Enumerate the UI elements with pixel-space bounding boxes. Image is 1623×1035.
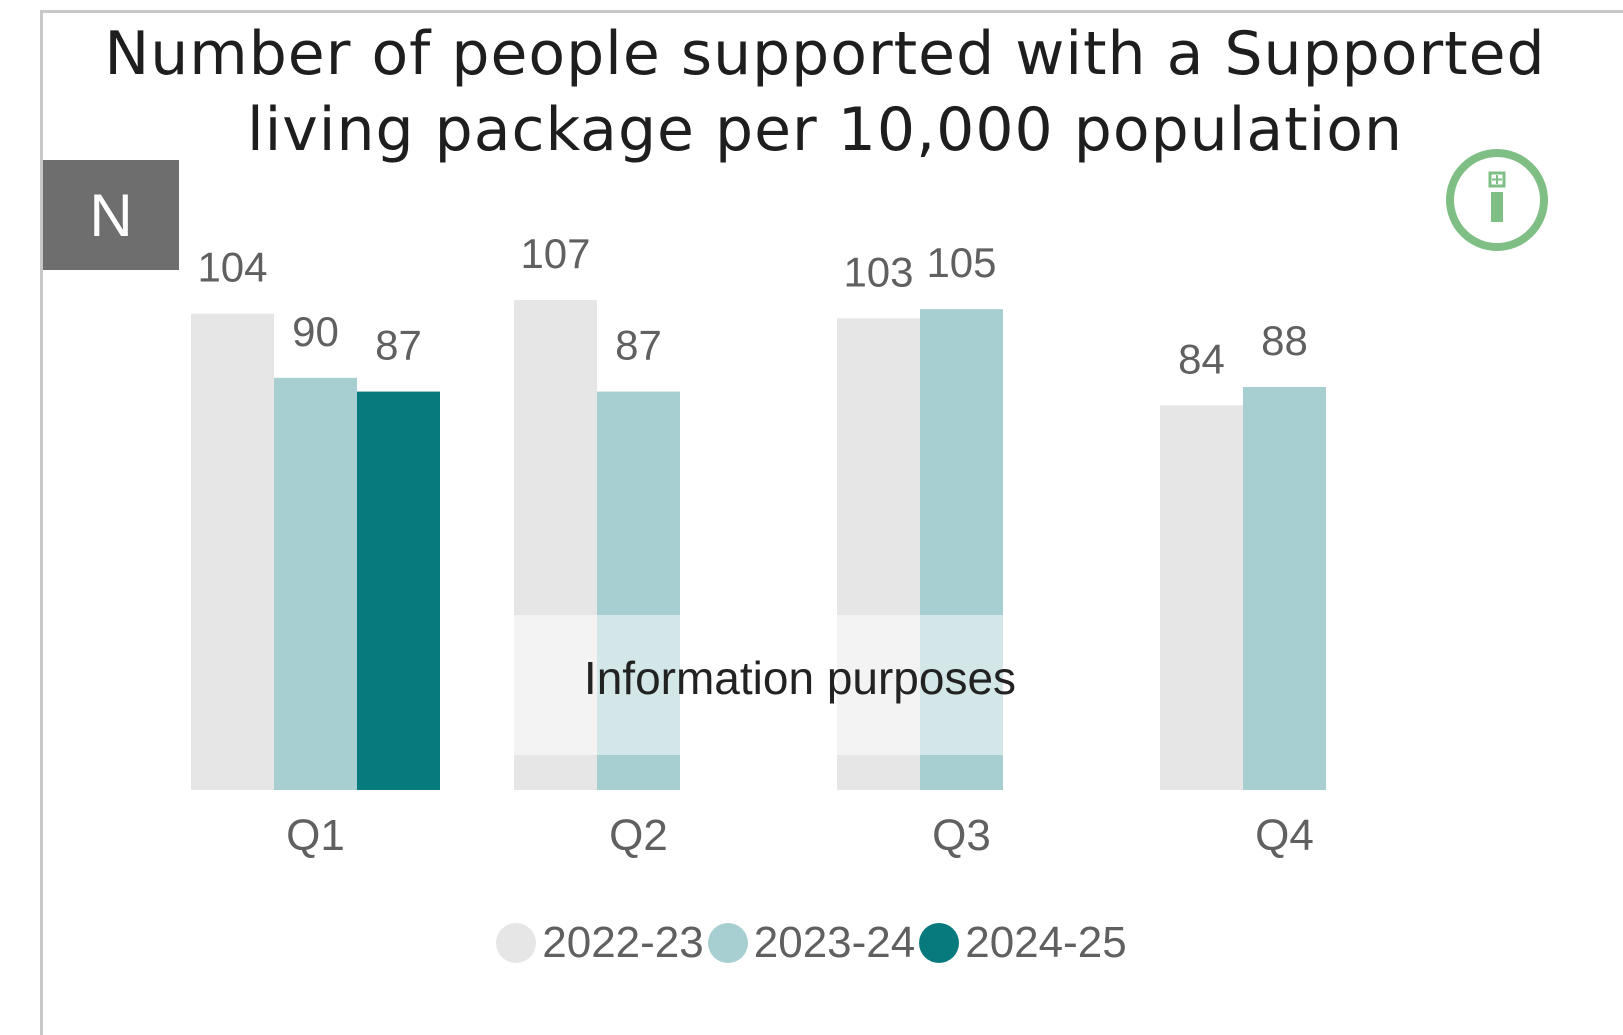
data-label: 105 (926, 239, 996, 286)
legend-label: 2024-25 (965, 918, 1127, 967)
bar-q1-series-0 (191, 313, 274, 790)
data-label: 87 (375, 322, 422, 369)
bar-q1-series-1 (274, 377, 357, 790)
chart-frame (40, 10, 1623, 1035)
data-label: 107 (520, 230, 590, 277)
x-tick-label: Q4 (1255, 811, 1314, 860)
legend-label: 2022-23 (542, 918, 704, 967)
data-label: 104 (197, 244, 267, 291)
data-label: 103 (843, 248, 913, 295)
legend-item[interactable]: 2022-23 (496, 918, 704, 968)
legend-label: 2023-24 (753, 918, 916, 967)
bar-q4-series-0 (1160, 405, 1243, 790)
watermark-band (514, 615, 1004, 755)
legend-swatch (919, 923, 960, 963)
data-label: 90 (292, 308, 339, 355)
info-button[interactable] (1442, 145, 1552, 255)
x-tick-label: Q2 (609, 811, 668, 860)
chart-title: Number of people supported with a Suppor… (104, 19, 1546, 165)
legend-swatch (707, 923, 748, 963)
category-badge: N (43, 160, 179, 270)
legend-swatch (496, 923, 537, 963)
watermark-text: Information purposes (584, 652, 1016, 704)
bar-q1-series-2 (357, 391, 440, 790)
x-tick-label: Q3 (932, 811, 991, 860)
bar-q4-series-1 (1243, 387, 1326, 790)
data-label: 84 (1178, 335, 1225, 382)
x-tick-label: Q1 (286, 811, 345, 860)
legend-item[interactable]: 2024-25 (919, 918, 1127, 968)
info-icon (1446, 149, 1548, 251)
data-label: 87 (615, 322, 662, 369)
legend: 2022-23 2023-24 2024-25 (0, 918, 1623, 968)
data-label: 88 (1261, 317, 1308, 364)
legend-item[interactable]: 2023-24 (707, 918, 916, 968)
